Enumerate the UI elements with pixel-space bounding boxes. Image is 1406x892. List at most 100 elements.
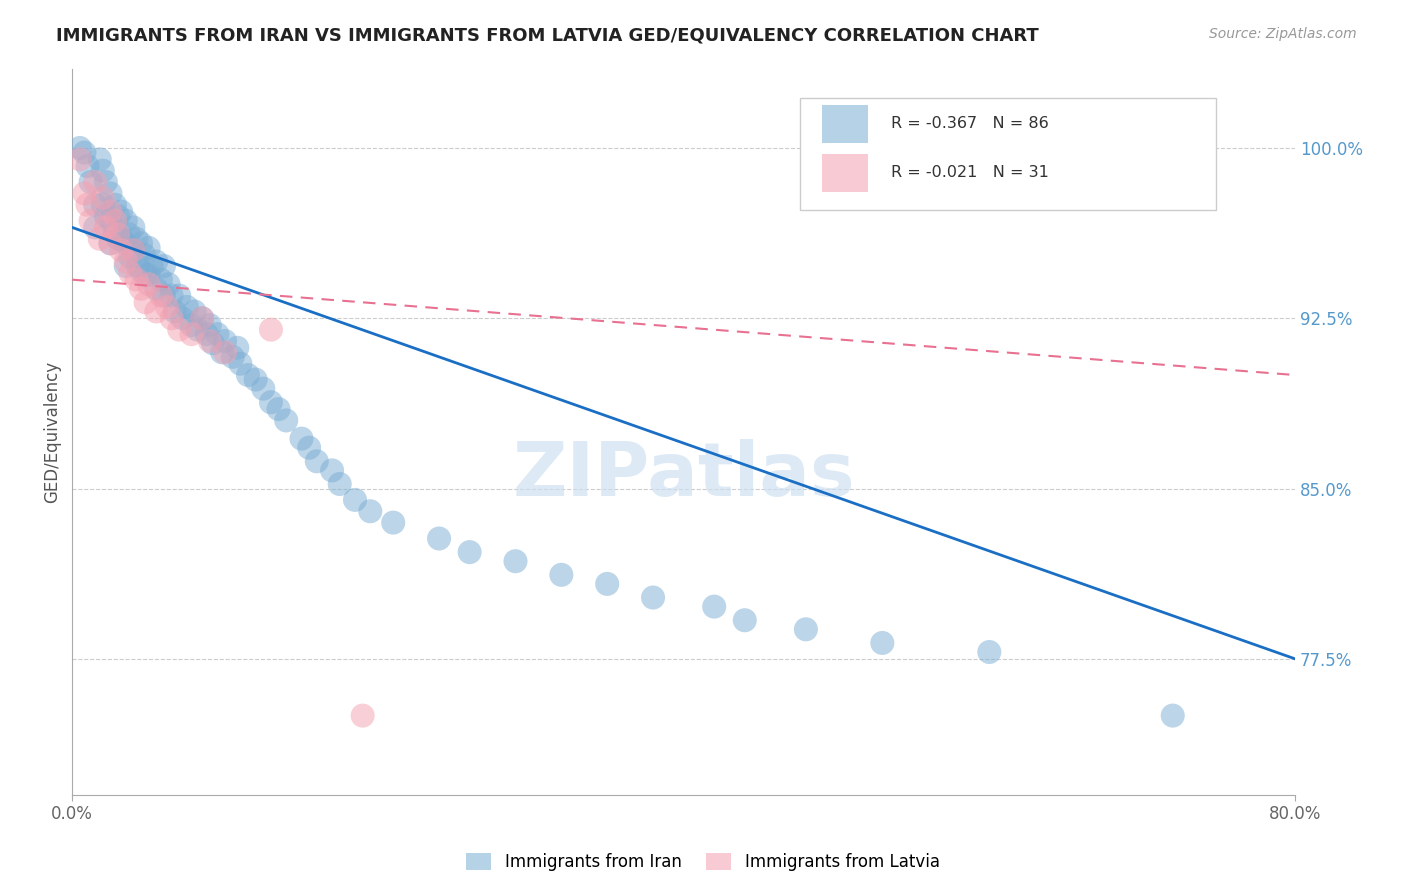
Point — [276, 413, 298, 427]
Point — [91, 191, 114, 205]
Point — [352, 708, 374, 723]
Text: R = -0.021   N = 31: R = -0.021 N = 31 — [891, 165, 1049, 180]
Point — [207, 327, 229, 342]
Point — [122, 243, 145, 257]
Point — [145, 254, 167, 268]
Point — [79, 213, 101, 227]
Point — [114, 254, 136, 268]
Point — [89, 153, 111, 167]
Point — [122, 243, 145, 257]
Point — [69, 153, 91, 167]
Point — [100, 186, 122, 201]
Point — [107, 232, 129, 246]
Point — [211, 345, 233, 359]
Text: R = -0.367   N = 86: R = -0.367 N = 86 — [891, 115, 1049, 130]
Point — [132, 248, 155, 262]
Point — [107, 227, 129, 242]
Point — [641, 591, 664, 605]
Point — [596, 577, 619, 591]
Point — [129, 236, 152, 251]
Point — [114, 259, 136, 273]
Point — [104, 225, 127, 239]
Point — [343, 492, 366, 507]
Point — [104, 198, 127, 212]
Point — [153, 259, 176, 273]
Point — [129, 282, 152, 296]
Point — [252, 382, 274, 396]
Text: Source: ZipAtlas.com: Source: ZipAtlas.com — [1209, 27, 1357, 41]
Point — [872, 636, 894, 650]
Point — [198, 334, 221, 348]
Legend: Immigrants from Iran, Immigrants from Latvia: Immigrants from Iran, Immigrants from La… — [458, 845, 948, 880]
Bar — [821, 154, 869, 192]
Point — [183, 304, 205, 318]
Point — [201, 336, 224, 351]
Y-axis label: GED/Equivalency: GED/Equivalency — [44, 360, 60, 503]
Point — [110, 232, 132, 246]
Point — [91, 163, 114, 178]
Point — [458, 545, 481, 559]
Point — [195, 327, 218, 342]
Point — [138, 277, 160, 292]
Point — [305, 454, 328, 468]
Point — [145, 282, 167, 296]
Point — [125, 273, 148, 287]
Point — [141, 259, 163, 273]
Point — [794, 623, 817, 637]
Point — [1161, 708, 1184, 723]
Point — [191, 311, 214, 326]
Point — [94, 209, 117, 223]
Point — [157, 277, 180, 292]
Point — [73, 186, 96, 201]
Point — [160, 311, 183, 326]
Point — [149, 273, 172, 287]
Text: IMMIGRANTS FROM IRAN VS IMMIGRANTS FROM LATVIA GED/EQUIVALENCY CORRELATION CHART: IMMIGRANTS FROM IRAN VS IMMIGRANTS FROM … — [56, 27, 1039, 45]
Point — [427, 532, 450, 546]
Point — [187, 323, 209, 337]
Point — [138, 268, 160, 282]
Point — [100, 213, 122, 227]
Point — [122, 220, 145, 235]
Point — [129, 263, 152, 277]
Point — [118, 227, 141, 242]
Point — [127, 259, 149, 273]
Text: ZIPatlas: ZIPatlas — [512, 439, 855, 512]
Point — [191, 311, 214, 326]
Point — [172, 311, 194, 326]
Bar — [821, 105, 869, 143]
Point — [114, 236, 136, 251]
Point — [69, 141, 91, 155]
Point — [110, 204, 132, 219]
Point — [149, 288, 172, 302]
Point — [245, 373, 267, 387]
Point — [100, 236, 122, 251]
Point — [260, 395, 283, 409]
Point — [229, 357, 252, 371]
Point — [214, 334, 236, 348]
Point — [176, 300, 198, 314]
Point — [153, 288, 176, 302]
Point — [703, 599, 725, 614]
Point — [138, 241, 160, 255]
Point — [84, 198, 107, 212]
Point — [114, 213, 136, 227]
Point — [84, 220, 107, 235]
Point — [135, 295, 157, 310]
Point — [550, 567, 572, 582]
Point — [89, 232, 111, 246]
Point — [180, 327, 202, 342]
Point — [104, 213, 127, 227]
Point — [110, 243, 132, 257]
Point — [100, 204, 122, 219]
Point — [91, 198, 114, 212]
Point — [79, 175, 101, 189]
Point — [100, 236, 122, 251]
Point — [76, 159, 98, 173]
Point — [125, 232, 148, 246]
Point — [135, 268, 157, 282]
Point — [267, 402, 290, 417]
Point — [94, 175, 117, 189]
Point — [382, 516, 405, 530]
Point — [73, 145, 96, 160]
Point — [298, 441, 321, 455]
